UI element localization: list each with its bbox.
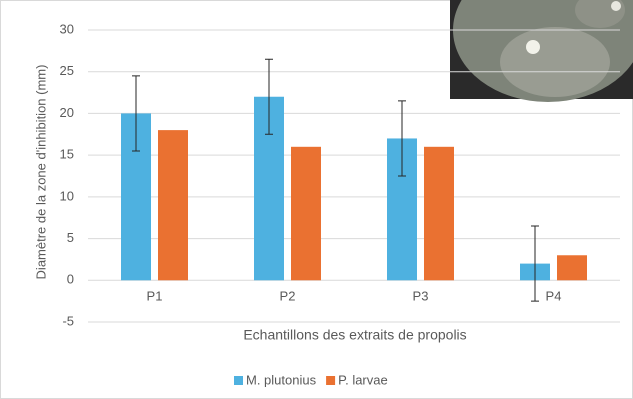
x-axis-title: Echantillons des extraits de propolis (243, 327, 466, 343)
bar (424, 147, 454, 280)
chart: Diamètre de la zone d'inhibition (mm) Ec… (0, 0, 633, 399)
legend-label: P. larvae (338, 372, 388, 387)
y-tick-label: 20 (60, 105, 74, 120)
bar (557, 255, 587, 280)
legend-swatch (234, 376, 243, 385)
legend-swatch (326, 376, 335, 385)
x-tick-label: P2 (280, 288, 296, 303)
y-tick-label: 25 (60, 63, 74, 78)
y-axis-title: Diamètre de la zone d'inhibition (mm) (33, 65, 48, 280)
x-tick-label: P3 (413, 288, 429, 303)
bar (158, 130, 188, 280)
y-tick-label: 5 (67, 230, 74, 245)
y-tick-label: 0 (67, 272, 74, 287)
y-tick-label: -5 (62, 313, 74, 328)
y-tick-label: 10 (60, 188, 74, 203)
x-tick-label: P1 (147, 288, 163, 303)
y-tick-label: 30 (60, 21, 74, 36)
x-tick-label: P4 (546, 288, 562, 303)
inset-photo (450, 0, 633, 102)
y-tick-label: 15 (60, 147, 74, 162)
bar (291, 147, 321, 280)
legend-label: M. plutonius (246, 372, 317, 387)
